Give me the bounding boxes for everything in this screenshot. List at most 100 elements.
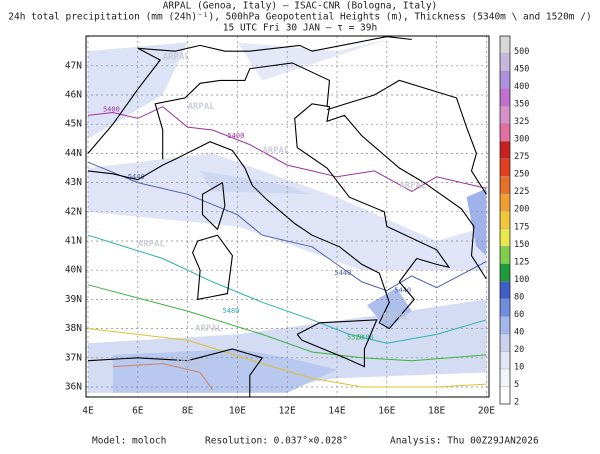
- colorbar-swatch: [499, 88, 511, 107]
- map-frame: [85, 35, 490, 398]
- lon-label: 6E: [132, 406, 144, 417]
- contour-label: 5440: [128, 173, 145, 181]
- map-content: 54005400544054405440548054805520ARPALARP…: [86, 36, 489, 397]
- contour-line: [112, 363, 213, 391]
- contour-line: [87, 106, 487, 192]
- precipitation-area: [366, 287, 412, 329]
- colorbar-swatch: [499, 281, 511, 300]
- colorbar-swatch: [499, 316, 511, 335]
- colorbar-label: 100: [514, 275, 529, 285]
- border: [154, 62, 331, 160]
- colorbar-swatch: [499, 70, 511, 89]
- colorbar-swatch: [499, 193, 511, 212]
- contour-line: [87, 328, 487, 388]
- lon-label: 16E: [378, 406, 395, 417]
- lat-label: 38N: [65, 323, 82, 334]
- contour-label: 5400: [227, 132, 244, 140]
- colorbar-swatch: [499, 35, 511, 54]
- watermark: ARPAL: [399, 181, 427, 191]
- colorbar-swatch: [499, 386, 511, 405]
- lon-label: 14E: [328, 406, 345, 417]
- watermark: ARPAL: [138, 239, 166, 249]
- lon-label: 18E: [428, 406, 445, 417]
- colorbar-swatch: [499, 53, 511, 72]
- colorbar-label: 150: [514, 240, 529, 250]
- lon-label: 8E: [182, 406, 194, 417]
- colorbar-swatch: [499, 123, 511, 142]
- watermark: ARPAL: [163, 53, 191, 63]
- footer-resolution: Resolution: 0.037°×0.028°: [205, 436, 348, 447]
- lat-label: 44N: [65, 148, 82, 159]
- footer-model: Model: moloch: [92, 436, 166, 447]
- border: [326, 79, 487, 195]
- lat-label: 36N: [65, 382, 82, 393]
- lat-label: 46N: [65, 90, 82, 101]
- border: [137, 36, 412, 52]
- lon-label: 10E: [229, 406, 246, 417]
- watermark: ARPAL: [188, 102, 216, 112]
- colorbar-label: 175: [514, 222, 529, 232]
- colorbar-label: 80: [514, 292, 524, 302]
- colorbar-label: 5: [514, 380, 519, 390]
- title-line: 15 UTC Fri 30 JAN – τ = 39h: [223, 23, 377, 34]
- colorbar-label: 40: [514, 327, 524, 337]
- colorbar-label: 225: [514, 187, 529, 197]
- colorbar-label: 20: [514, 345, 524, 355]
- coastline: [192, 234, 233, 301]
- colorbar-label: 300: [514, 135, 529, 145]
- border: [87, 47, 162, 154]
- lat-label: 47N: [65, 60, 82, 71]
- colorbar-label: 350: [514, 100, 529, 110]
- lon-label: 20E: [478, 406, 495, 417]
- contour-line: [87, 161, 487, 292]
- colorbar-label: 60: [514, 310, 524, 320]
- colorbar-label: 10: [514, 362, 524, 372]
- contour-label: 5440: [394, 287, 411, 295]
- lat-label: 40N: [65, 265, 82, 276]
- colorbar-label: 450: [514, 65, 529, 75]
- precipitation-area: [88, 42, 188, 139]
- colorbar-swatch: [499, 351, 511, 370]
- watermark: ARPAL: [382, 312, 410, 322]
- lon-label: 4E: [82, 406, 94, 417]
- colorbar-label: 2: [514, 398, 519, 408]
- colorbar-label: 325: [514, 117, 529, 127]
- colorbar-label: 500: [514, 47, 529, 57]
- colorbar-label: 125: [514, 257, 529, 267]
- title-line: ARPAL (Genoa, Italy) – ISAC-CNR (Bologna…: [163, 1, 438, 12]
- lat-label: 37N: [65, 352, 82, 363]
- watermark: ARPAL: [262, 146, 290, 156]
- colorbar-label: 275: [514, 152, 529, 162]
- colorbar-swatch: [499, 246, 511, 264]
- colorbar-swatch: [499, 158, 511, 177]
- colorbar-swatch: [499, 368, 511, 387]
- colorbar-label: 400: [514, 82, 529, 92]
- lat-label: 45N: [65, 119, 82, 130]
- lon-label: 12E: [279, 406, 296, 417]
- coastline: [87, 103, 487, 330]
- colorbar-swatch: [499, 211, 511, 229]
- watermark: ARPAL: [195, 324, 223, 334]
- coastline: [296, 319, 378, 368]
- colorbar-label: 250: [514, 170, 529, 180]
- colorbar-swatch: [499, 263, 511, 282]
- colorbar-swatch: [499, 105, 511, 124]
- lat-label: 42N: [65, 206, 82, 217]
- colorbar-swatch: [499, 228, 511, 247]
- contour-label: 5440: [335, 269, 352, 277]
- watermark: ARPAL: [175, 359, 203, 369]
- contour-line: [87, 284, 487, 362]
- lat-label: 41N: [65, 236, 82, 247]
- contour-label: 5400: [103, 106, 120, 114]
- lat-label: 43N: [65, 177, 82, 188]
- footer-analysis: Analysis: Thu 00Z29JAN2026: [390, 436, 539, 447]
- title-line: 24h total precipitation (mm (24h)⁻¹), 50…: [8, 12, 591, 23]
- colorbar-label: 200: [514, 205, 529, 215]
- contour-label: 5480: [222, 307, 239, 315]
- precipitation-area: [237, 39, 387, 81]
- colorbar: 2 5 10 20 40 60 80 100 125 150 175 200 225 250 275 300 3…: [499, 35, 529, 408]
- colorbar-swatch: [499, 176, 511, 194]
- colorbar-swatch: [499, 298, 511, 317]
